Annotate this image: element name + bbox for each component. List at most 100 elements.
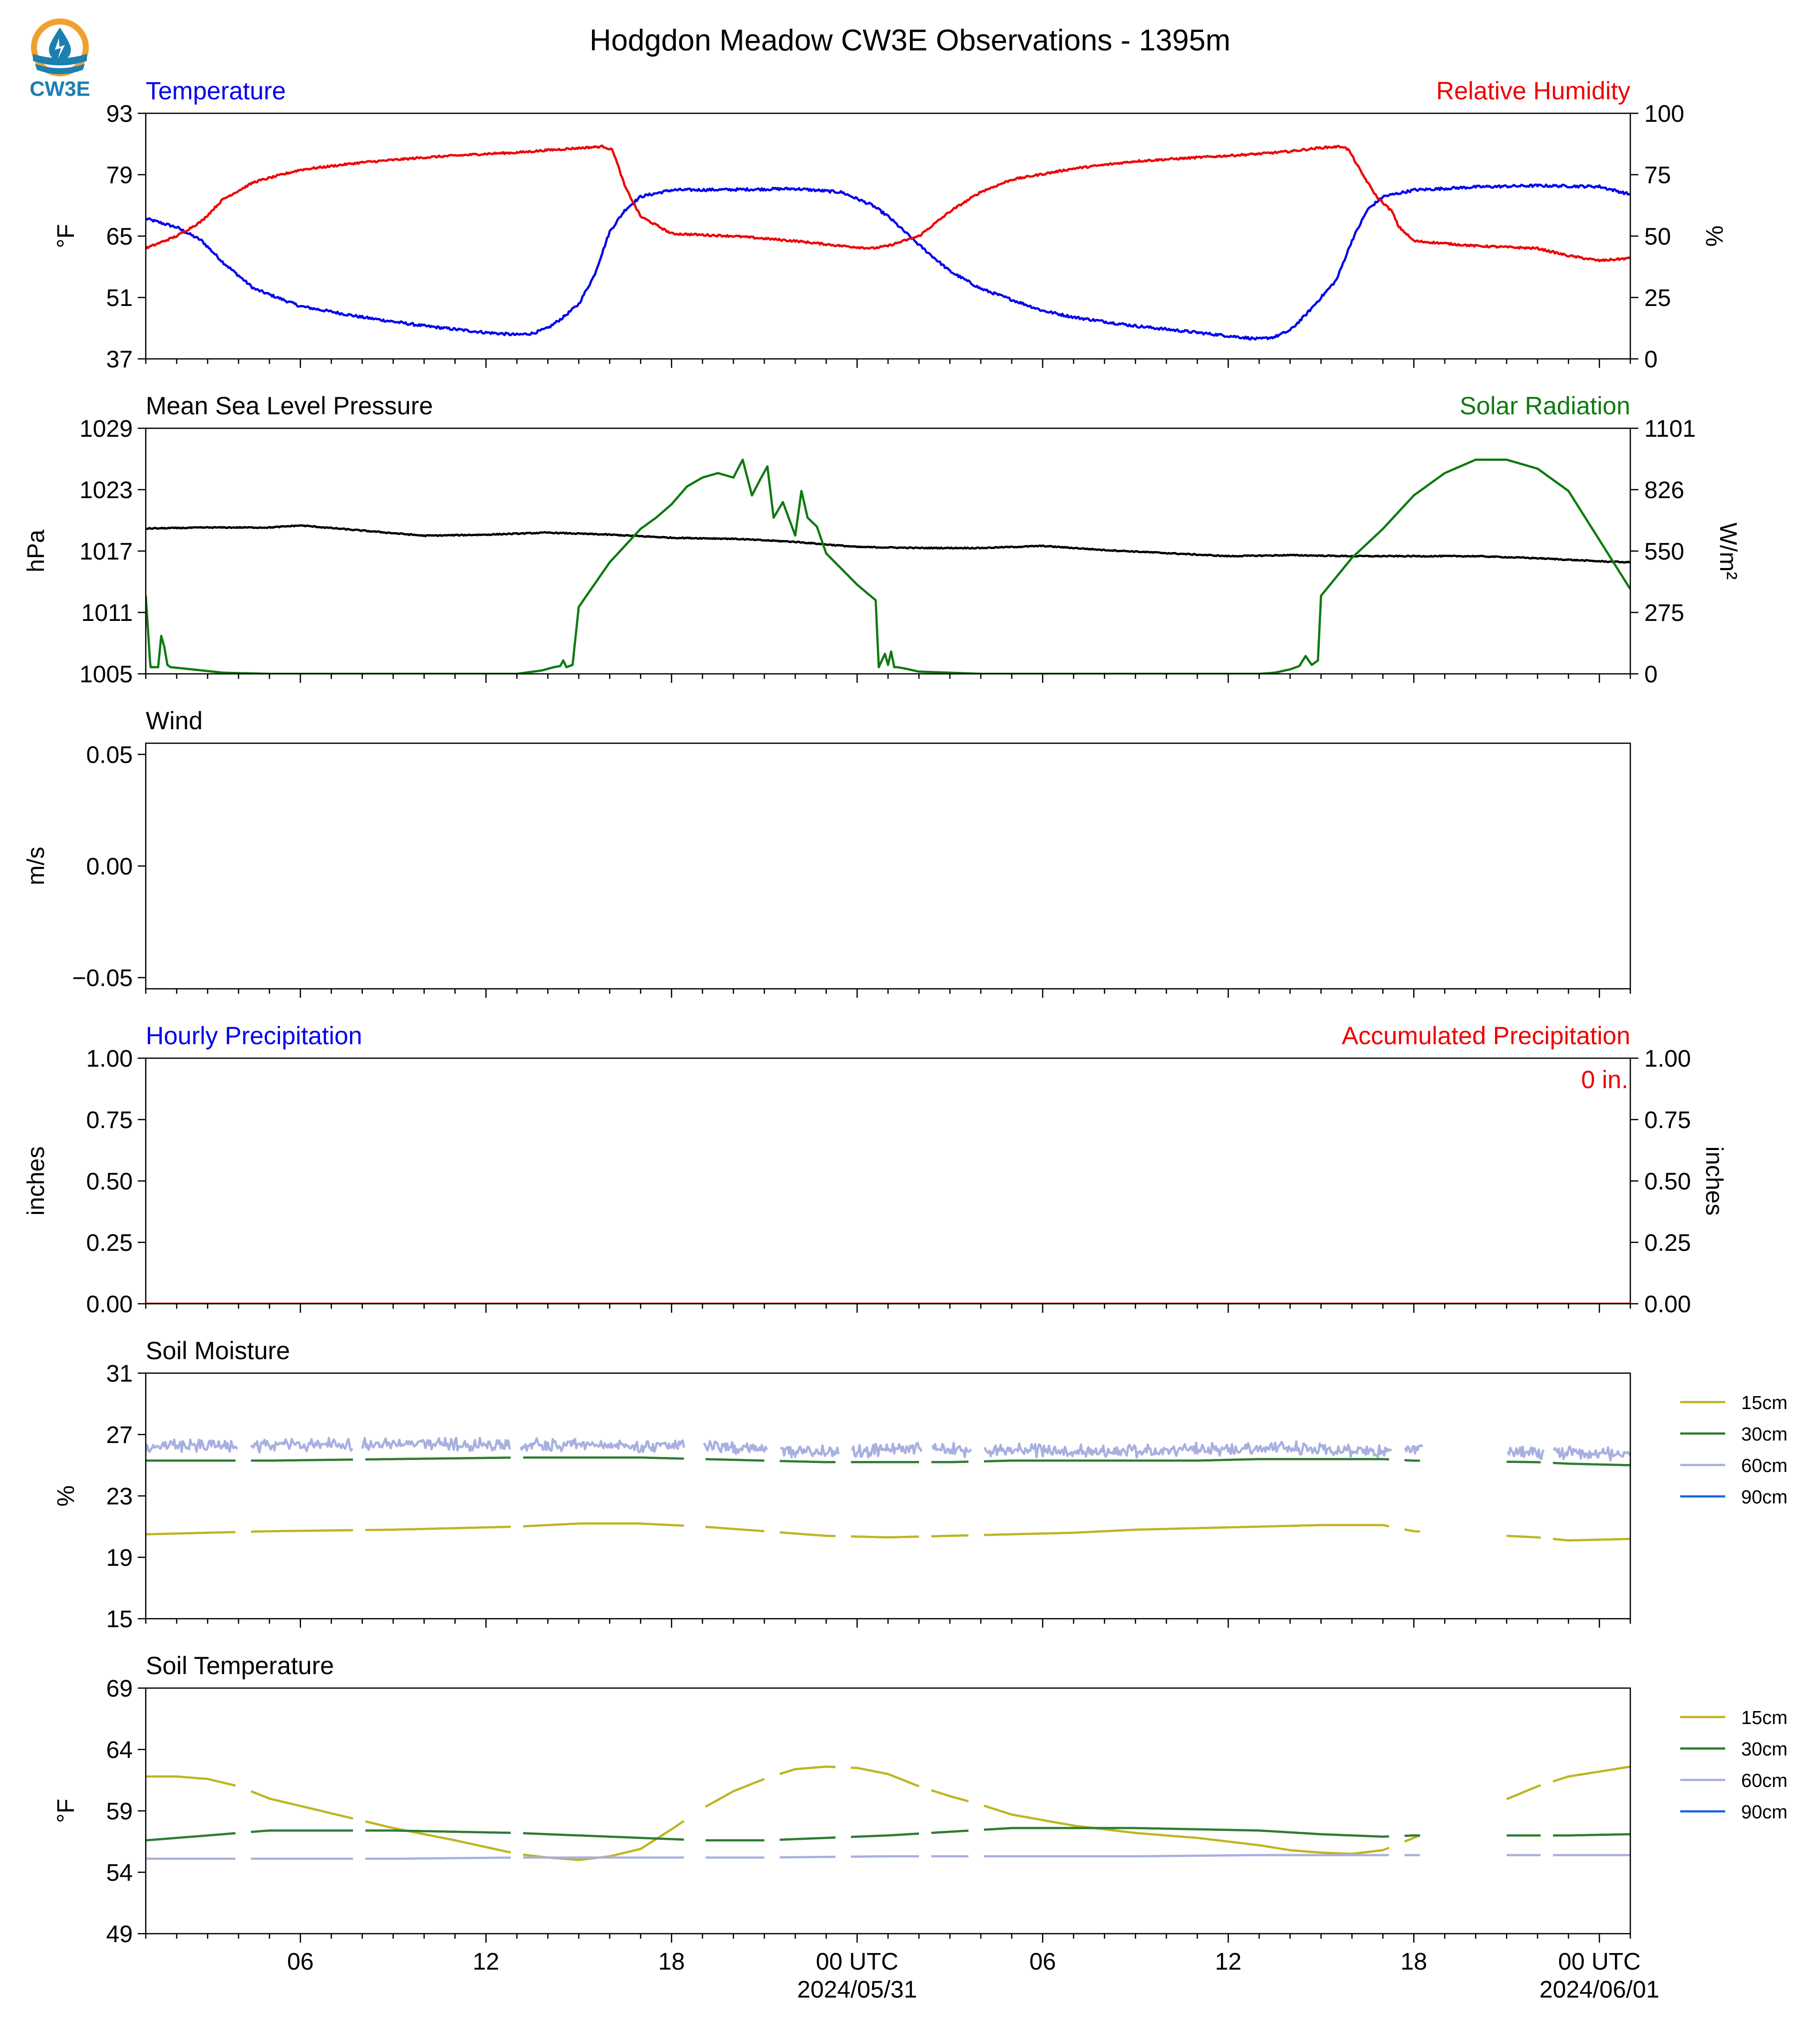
legend-label: 15cm (1741, 1708, 1788, 1729)
series-line-15cm (146, 1522, 1630, 1542)
y-tick-label: 65 (106, 224, 133, 250)
y-tick-label: 0.00 (86, 854, 133, 880)
x-tick-label: 18 (658, 1949, 685, 1975)
series-line-60cm (146, 1854, 1630, 1860)
legend-label: 60cm (1741, 1770, 1788, 1791)
y-axis-label-right: inches (1701, 1147, 1727, 1216)
y-tick-label-right: 1101 (1644, 416, 1696, 442)
y-axis-label: m/s (23, 847, 49, 885)
y-tick-label-right: 0.25 (1644, 1230, 1691, 1256)
panel-title-left: Mean Sea Level Pressure (146, 392, 433, 420)
y-tick-label: 49 (106, 1921, 133, 1948)
y-tick-label: 93 (106, 101, 133, 127)
y-tick-label-right: 550 (1644, 539, 1684, 565)
y-tick-label: 1011 (81, 600, 133, 626)
series-group (146, 458, 1630, 674)
series-line-green (146, 458, 1630, 674)
y-tick-label: 1.00 (86, 1046, 133, 1072)
legend-label: 60cm (1741, 1455, 1788, 1476)
panel-title-left: Wind (146, 707, 203, 735)
y-tick-label: 1029 (79, 416, 133, 442)
y-tick-label: 0.00 (86, 1291, 133, 1318)
x-date-label: 2024/05/31 (797, 1977, 917, 2003)
y-tick-label: 27 (106, 1422, 133, 1449)
y-tick-label-right: 75 (1644, 162, 1671, 189)
y-axis-label: °F (53, 224, 79, 249)
plot-frame (145, 1372, 1631, 1620)
x-date-label: 2024/06/01 (1539, 1977, 1659, 2003)
panel-title-left: Soil Temperature (146, 1652, 334, 1680)
y-tick-label: 0.50 (86, 1168, 133, 1195)
y-tick-label-right: 0 (1644, 346, 1658, 373)
y-tick-label: 0.05 (86, 742, 133, 768)
y-tick-label: 59 (106, 1798, 133, 1825)
y-tick-label: 0.75 (86, 1107, 133, 1134)
figure-title: Hodgdon Meadow CW3E Observations - 1395m (590, 23, 1230, 57)
y-tick-label: 1017 (79, 539, 133, 565)
series-line-blue (146, 183, 1630, 341)
legend-label: 15cm (1741, 1393, 1788, 1414)
x-tick-label: 06 (1029, 1949, 1056, 1975)
y-tick-label: 15 (106, 1606, 133, 1633)
panel-title-left: Hourly Precipitation (146, 1022, 362, 1050)
y-tick-label: 31 (106, 1361, 133, 1387)
panel-title-right: Relative Humidity (1436, 77, 1630, 105)
series-line-red (146, 144, 1630, 263)
plot-frame (145, 1057, 1631, 1305)
accumulated-total-label: 0 in. (1581, 1066, 1628, 1094)
panel-temp_rh: Temperature Relative Humidity 37 51 65 79 93 0 2… (53, 77, 1727, 373)
panel-wind: Wind −0.05 0.00 0.05 m/s (23, 707, 1631, 998)
panel-precip: Hourly Precipitation Accumulated Precipit… (23, 1022, 1727, 1318)
x-tick-label: 06 (287, 1949, 313, 1975)
panel-mslp_solar: Mean Sea Level Pressure Solar Radiation 10… (23, 392, 1741, 688)
x-tick-label: 00 UTC (816, 1949, 898, 1975)
series-line-black (146, 524, 1630, 564)
legend: 15cm 30cm 60cm 90cm (1680, 1393, 1788, 1508)
plot-frame (145, 742, 1631, 990)
cw3e-logo: CW3E (29, 18, 90, 100)
x-tick-label: 12 (473, 1949, 499, 1975)
y-tick-label-right: 0 (1644, 661, 1658, 688)
y-tick-label-right: 0.00 (1644, 1291, 1691, 1318)
y-tick-label: 19 (106, 1545, 133, 1571)
panel-title-right: Solar Radiation (1460, 392, 1630, 420)
water-drop-icon (31, 18, 89, 76)
plot-frame (145, 1687, 1631, 1935)
y-tick-label: 64 (106, 1737, 133, 1763)
series-group (146, 144, 1630, 341)
legend-label: 30cm (1741, 1739, 1788, 1760)
y-tick-label: −0.05 (72, 965, 133, 992)
y-axis-label: °F (53, 1799, 79, 1823)
series-group (146, 1437, 1630, 1542)
x-tick-label: 12 (1215, 1949, 1241, 1975)
y-tick-label-right: 0.50 (1644, 1168, 1691, 1195)
legend: 15cm 30cm 60cm 90cm (1680, 1708, 1788, 1823)
y-tick-label: 0.25 (86, 1230, 133, 1256)
y-tick-label: 37 (106, 346, 133, 373)
y-tick-label-right: 50 (1644, 224, 1671, 250)
y-tick-label-right: 0.75 (1644, 1107, 1691, 1134)
panel-soil_temperature: Soil Temperature 49 54 59 64 69 °F 15cm 30cm 60cm… (53, 1652, 1788, 2003)
y-tick-label-right: 275 (1644, 600, 1684, 626)
y-axis-label: % (53, 1485, 79, 1507)
y-tick-label: 1023 (79, 477, 133, 504)
y-axis-label-right: % (1701, 226, 1727, 247)
series-group (146, 1765, 1630, 1861)
panel-soil_moisture: Soil Moisture 15 19 23 27 31% 15cm 30cm 60cm 90cm (53, 1337, 1788, 1633)
logo-text: CW3E (29, 77, 90, 100)
y-tick-label: 54 (106, 1860, 133, 1886)
plot-frame (145, 427, 1631, 675)
y-tick-label: 23 (106, 1483, 133, 1510)
y-tick-label: 1005 (79, 661, 133, 688)
y-axis-label: inches (23, 1147, 49, 1216)
y-tick-label: 69 (106, 1676, 133, 1702)
legend-label: 90cm (1741, 1802, 1788, 1823)
y-tick-label: 79 (106, 162, 133, 189)
y-tick-label-right: 826 (1644, 477, 1684, 504)
series-line-30cm (146, 1456, 1630, 1466)
series-line-15cm (146, 1765, 1630, 1861)
series-line-60cm (146, 1437, 1630, 1461)
legend-label: 90cm (1741, 1487, 1788, 1508)
legend-label: 30cm (1741, 1424, 1788, 1445)
